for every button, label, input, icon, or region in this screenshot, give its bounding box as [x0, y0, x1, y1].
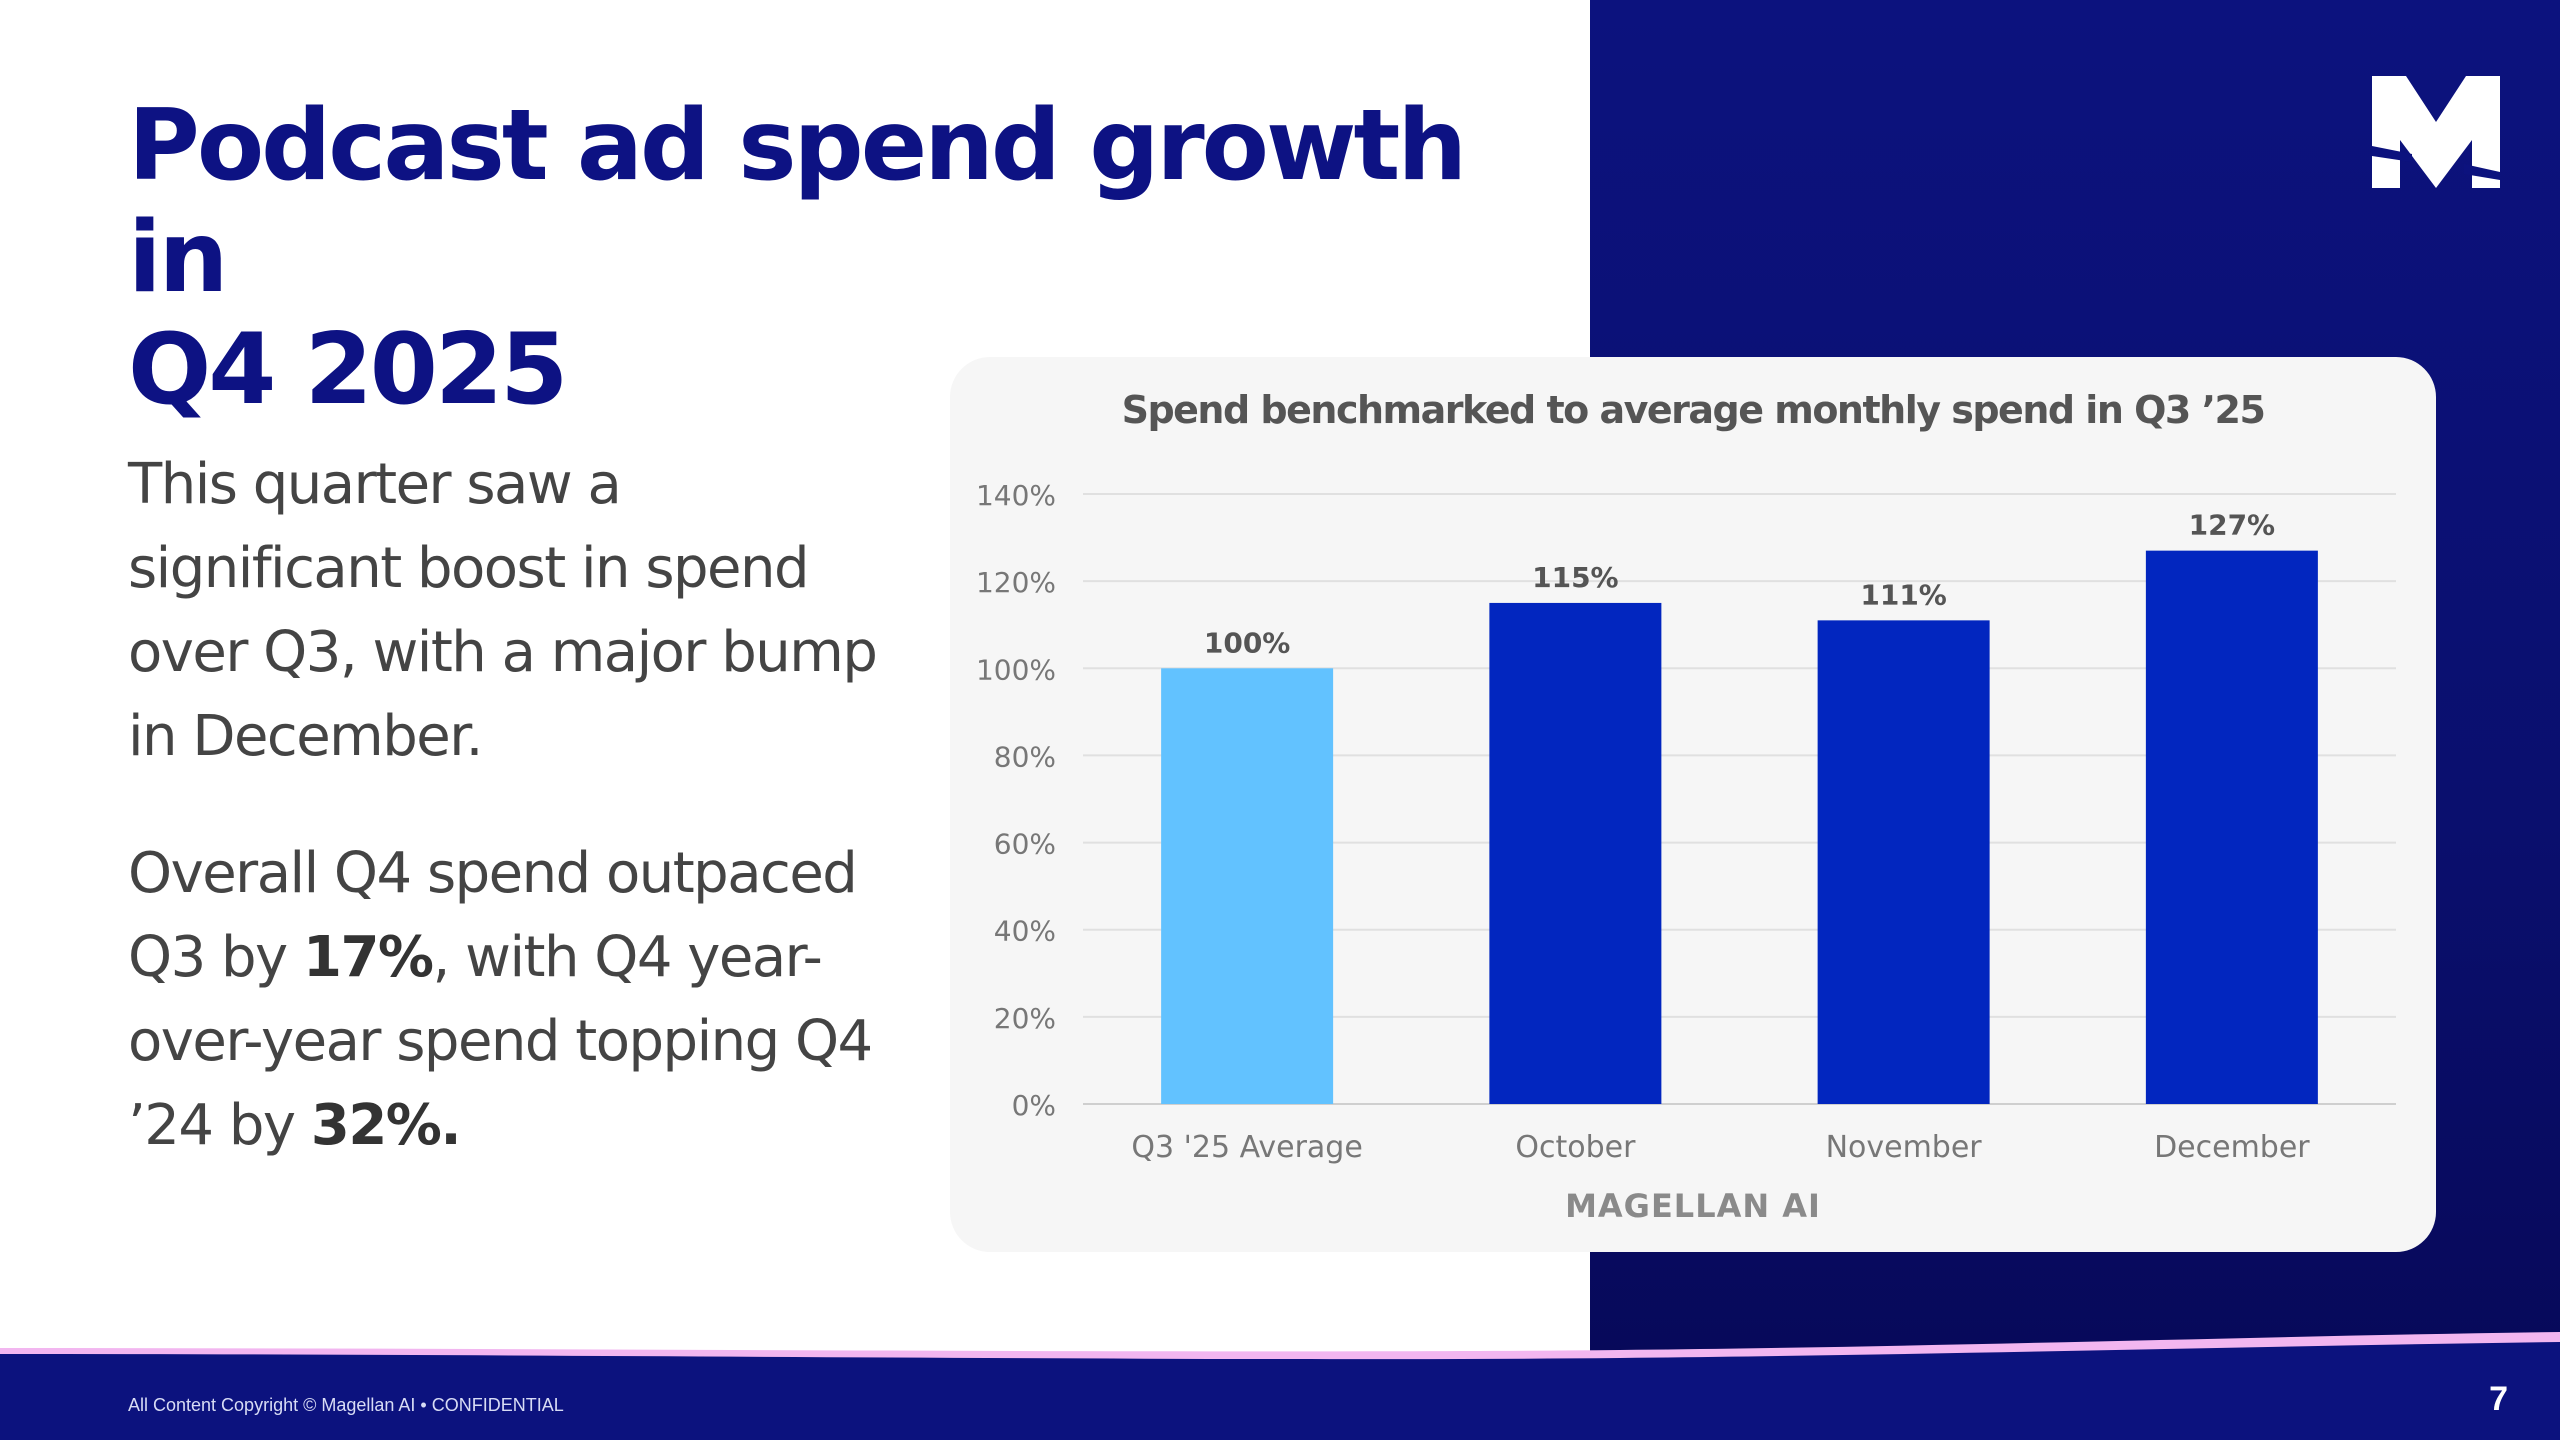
- chart-title: Spend benchmarked to average monthly spe…: [1122, 388, 2265, 432]
- magellan-brand-watermark: MAGELLAN AI: [1565, 1187, 1821, 1225]
- bar: [1161, 668, 1334, 1104]
- paragraph-2-highlight-yoy: 32%.: [310, 1093, 462, 1158]
- bars: [1161, 550, 2318, 1104]
- y-tick-label: 140%: [976, 479, 1056, 512]
- paragraph-2-highlight-q3: 17%: [303, 925, 434, 990]
- magellan-m-logo-icon: [2372, 76, 2500, 188]
- x-tick-label: November: [1826, 1130, 1983, 1165]
- y-tick-label: 120%: [976, 566, 1056, 599]
- x-axis-ticks: Q3 '25 Average October November December: [1131, 1130, 2310, 1165]
- x-tick-label: Q3 '25 Average: [1131, 1130, 1362, 1165]
- y-axis-ticks: 0% 20% 40% 60% 80% 100% 120% 140%: [976, 479, 1056, 1122]
- y-tick-label: 40%: [994, 915, 1056, 948]
- data-label: 111%: [1860, 578, 1947, 611]
- summary-paragraph-1: This quarter saw a significant boost in …: [128, 452, 878, 769]
- page-number: 7: [2489, 1380, 2508, 1418]
- paragraph-2-text-a: Overall Q4 spend outpaced Q3 by: [128, 841, 858, 990]
- copyright-footer: All Content Copyright © Magellan AI • CO…: [128, 1395, 564, 1415]
- data-labels: 100% 115% 111% 127%: [1204, 509, 2275, 660]
- page-title: Podcast ad spend growth in Q4 2025: [128, 90, 1528, 426]
- y-tick-label: 80%: [994, 740, 1056, 773]
- data-label: 115%: [1532, 561, 1619, 594]
- y-tick-label: 60%: [994, 828, 1056, 861]
- title-line-1: Podcast ad spend growth in: [128, 89, 1467, 315]
- summary-paragraph-2: Overall Q4 spend outpaced Q3 by 17%, wit…: [128, 832, 908, 1168]
- title-line-2: Q4 2025: [128, 313, 568, 427]
- bar: [1817, 620, 1990, 1104]
- x-tick-label: October: [1515, 1130, 1636, 1165]
- data-label: 127%: [2189, 509, 2276, 542]
- y-tick-label: 0%: [1012, 1089, 1056, 1122]
- x-tick-label: December: [2154, 1130, 2310, 1165]
- y-tick-label: 20%: [994, 1002, 1056, 1035]
- bar: [1489, 602, 1662, 1104]
- chart-card: Spend benchmarked to average monthly spe…: [950, 357, 2436, 1252]
- bar: [2145, 550, 2318, 1104]
- data-label: 100%: [1204, 626, 1291, 659]
- paragraph-2-text-b: , with Q4 year-over-year spend topping Q…: [128, 925, 873, 1158]
- footer-wave: [0, 1332, 2560, 1440]
- bar-chart: Spend benchmarked to average monthly spe…: [976, 388, 2396, 1225]
- y-tick-label: 100%: [976, 653, 1056, 686]
